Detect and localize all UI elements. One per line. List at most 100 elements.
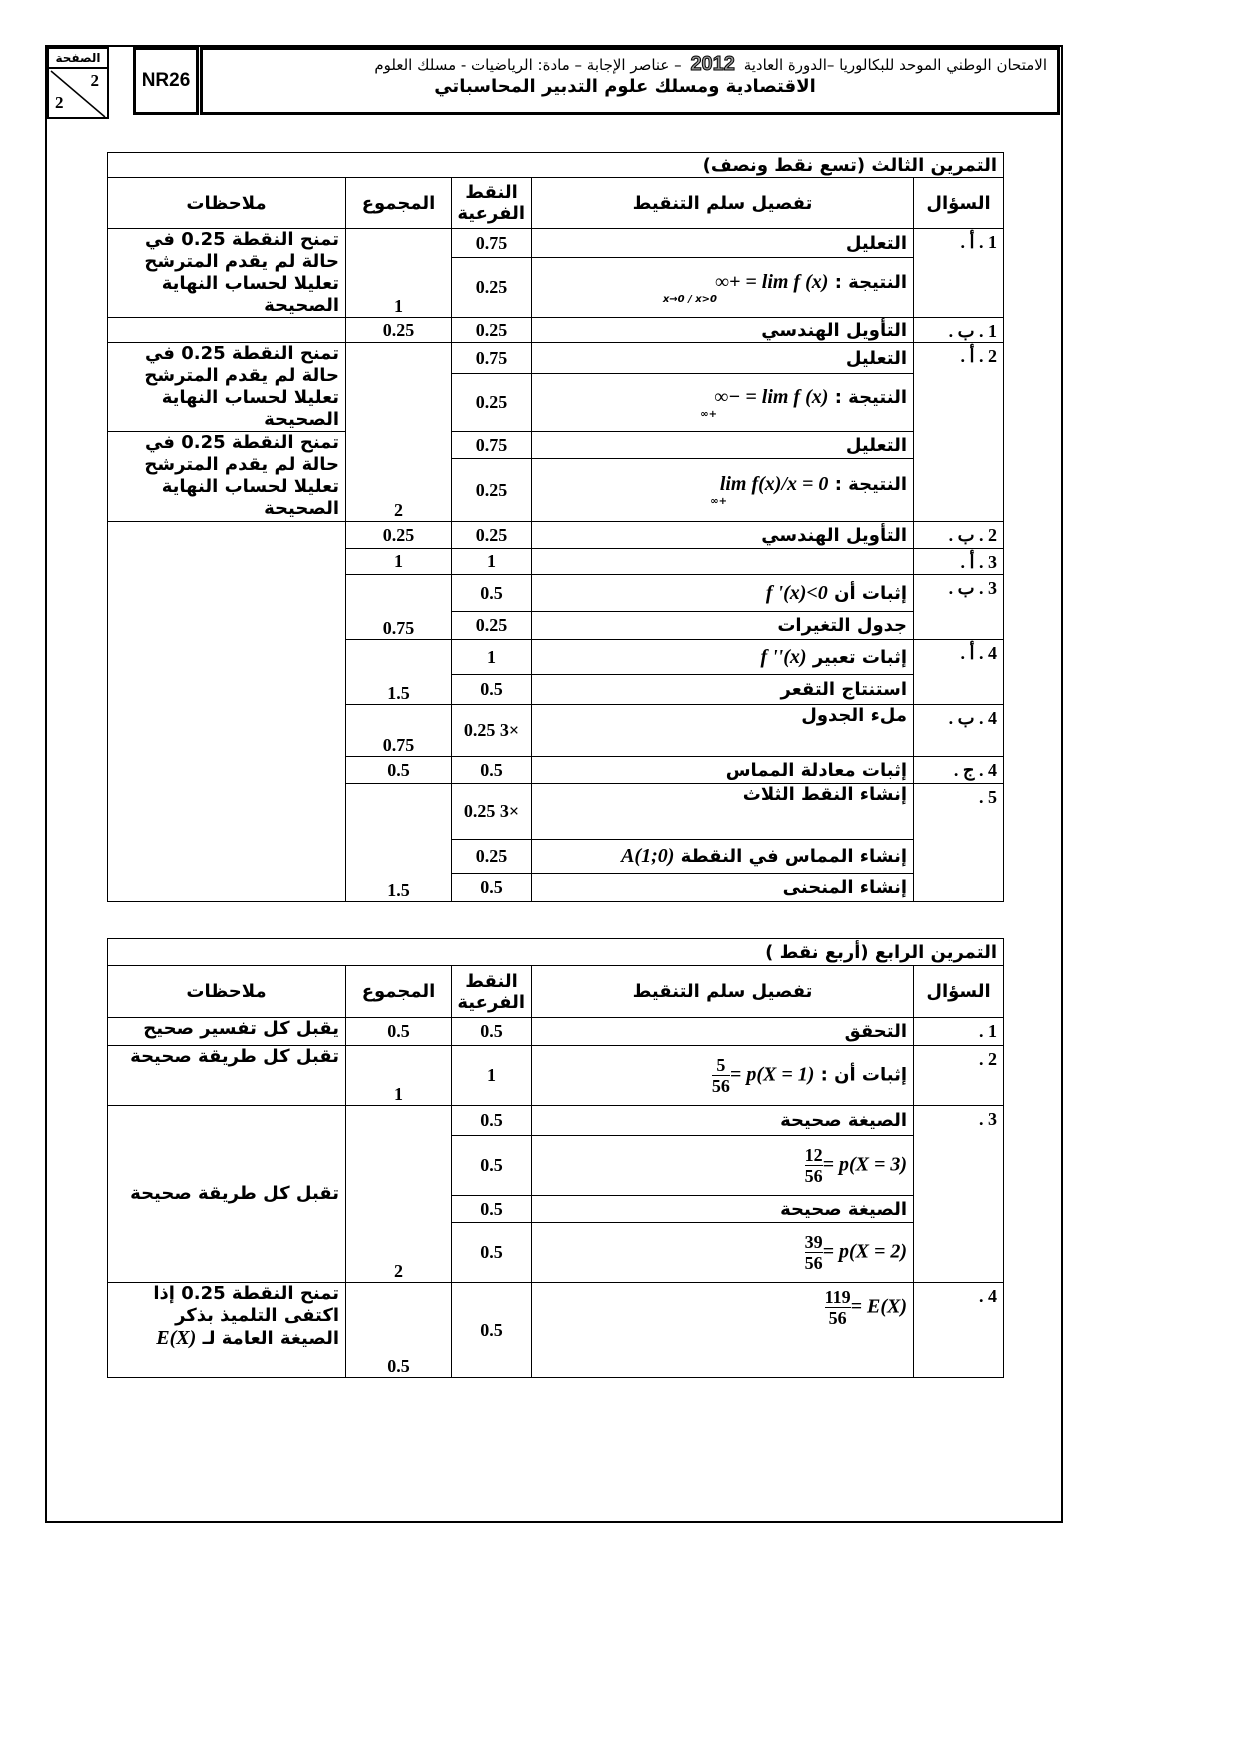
- detail: إثبات أن f '(x)<0: [531, 574, 915, 612]
- exam-header: الامتحان الوطني الموحد للبكالوريا –الدور…: [200, 47, 1060, 115]
- point-formula: A(1;0): [621, 845, 675, 867]
- detail: التعليل: [531, 431, 915, 459]
- derivative-formula: f '(x)<0: [765, 581, 828, 604]
- detail: استنتاج التقعر: [531, 674, 915, 705]
- question-4c: 4 . ج .: [913, 756, 1005, 784]
- question-1a: 1 . أ .: [913, 228, 1005, 318]
- total: 1.5: [345, 639, 453, 705]
- total: 0.5: [345, 1282, 453, 1378]
- total: 0.5: [345, 1017, 453, 1046]
- note: تمنح النقطة 0.25 إذا اكتفى التلميذ بذكر …: [106, 1282, 347, 1378]
- col-total: المجموع: [345, 177, 453, 229]
- note: تمنح النقطة 0.25 في حالة لم يقدم المترشح…: [106, 228, 347, 318]
- col-question: السؤال: [913, 177, 1005, 229]
- question-4b: 4 . ب .: [913, 704, 1005, 757]
- page-number-box: الصفحة 2 2: [47, 47, 109, 119]
- probability-formula: p(X = 1) =: [729, 1063, 815, 1086]
- detail: النتيجة : lim f (x) = +∞ x→0 / x>0: [531, 257, 915, 318]
- sub-points: 0.5: [451, 674, 533, 705]
- fraction: 5 56: [711, 1055, 730, 1096]
- sub-points: 0.25: [451, 373, 533, 432]
- detail: الصيغة صحيحة: [531, 1195, 915, 1223]
- expectation-formula: E(X) =: [850, 1295, 908, 1318]
- exercise-3-table: التمرين الثالث (تسع نقط ونصف) السؤال تفص…: [106, 152, 1005, 902]
- detail: E(X) = 119 56: [531, 1282, 915, 1378]
- sub-points: 0.25: [451, 458, 533, 522]
- total: 0.25: [345, 521, 453, 549]
- question-3a: 3 . أ .: [913, 548, 1005, 575]
- limit-subscript: +∞: [700, 408, 718, 420]
- detail: النتيجة : lim f(x)/x = 0 +∞: [531, 458, 915, 522]
- sub-points: 0.75: [451, 431, 533, 459]
- header-line1a: الامتحان الوطني الموحد للبكالوريا –الدور…: [743, 56, 1047, 74]
- sub-points: 0.5: [451, 756, 533, 784]
- sub-points: 0.75: [451, 227, 533, 259]
- page-label: الصفحة: [49, 49, 107, 69]
- question-2b: 2 . ب .: [913, 521, 1005, 549]
- detail: p(X = 3) = 12 56: [531, 1135, 915, 1196]
- detail: الصيغة صحيحة: [531, 1105, 915, 1136]
- note-empty: [106, 317, 347, 343]
- detail: إثبات معادلة المماس: [531, 756, 915, 784]
- col-total: المجموع: [345, 965, 453, 1018]
- page-total: 2: [55, 93, 64, 112]
- detail: p(X = 2) = 39 56: [531, 1222, 915, 1283]
- exercise-3-title: التمرين الثالث (تسع نقط ونصف): [106, 152, 1005, 178]
- sub-points: 0.25: [451, 521, 533, 549]
- header-line2: الاقتصادية ومسلك علوم التدبير المحاسباتي: [434, 76, 816, 97]
- exercise-4-title: التمرين الرابع (أربع نقط ): [106, 938, 1005, 966]
- total: 1.5: [345, 783, 453, 902]
- header-line1b: – عناصر الإجابة – مادة: الرياضيات - مسلك…: [374, 56, 682, 74]
- col-detail: تفصيل سلم التنقيط: [531, 177, 915, 229]
- sub-points: 0.25: [451, 317, 533, 343]
- total: 2: [345, 342, 453, 522]
- question-2a: 2 . أ .: [913, 342, 1005, 522]
- detail: التأويل الهندسي: [531, 521, 915, 549]
- detail: النتيجة : lim f (x) = −∞ +∞: [531, 373, 915, 432]
- question-5: 5 .: [913, 783, 1005, 902]
- fraction: 119 56: [824, 1287, 851, 1328]
- sub-points: 0.5: [451, 574, 533, 612]
- header-year: 2012: [690, 53, 735, 75]
- diagonal-divider: [50, 70, 106, 118]
- total: 2: [345, 1105, 453, 1283]
- col-notes: ملاحظات: [106, 177, 347, 229]
- limit-formula: lim f (x) = +∞: [714, 270, 829, 293]
- second-derivative-formula: f ''(x): [760, 645, 807, 668]
- sub-points: 0.25: [451, 257, 533, 318]
- total: 0.75: [345, 704, 453, 757]
- note-empty: [106, 521, 347, 902]
- limit-formula: lim f (x) = −∞: [713, 385, 829, 408]
- col-detail: تفصيل سلم التنقيط: [531, 965, 915, 1018]
- sub-points: ×3 0.25: [451, 704, 533, 757]
- question-1: 1 .: [913, 1017, 1005, 1046]
- col-notes: ملاحظات: [106, 965, 347, 1018]
- sub-points: 0.5: [451, 1222, 533, 1283]
- total: 0.75: [345, 574, 453, 640]
- note: تقبل كل طريقة صحيحة: [106, 1045, 347, 1106]
- detail: إثبات تعبير f ''(x): [531, 639, 915, 675]
- question-4: 4 .: [913, 1282, 1005, 1378]
- detail: [531, 548, 915, 575]
- page-number: 2: [90, 71, 100, 90]
- detail: إثبات أن : p(X = 1) = 5 56: [531, 1045, 915, 1106]
- note: تقبل كل طريقة صحيحة: [106, 1105, 347, 1283]
- total: 0.25: [345, 317, 453, 343]
- total: 1: [345, 548, 453, 575]
- note: تمنح النقطة 0.25 في حالة لم يقدم المترشح…: [106, 342, 347, 432]
- sub-points: 0.5: [451, 1017, 533, 1046]
- expectation-symbol: E(X): [156, 1327, 197, 1349]
- col-sub: النقط الفرعية: [451, 965, 533, 1018]
- sub-points: 0.75: [451, 341, 533, 375]
- note: تمنح النقطة 0.25 في حالة لم يقدم المترشح…: [106, 431, 347, 522]
- sub-points: 0.25: [451, 611, 533, 640]
- detail: إنشاء المماس في النقطة A(1;0): [531, 839, 915, 874]
- sub-points: 1: [451, 1045, 533, 1106]
- sub-points: 0.5: [451, 1105, 533, 1136]
- detail: التأويل الهندسي: [531, 317, 915, 343]
- total: 1: [345, 228, 453, 318]
- limit-subscript: +∞: [710, 496, 728, 507]
- detail: إنشاء النقط الثلاث: [531, 783, 915, 840]
- limit-formula: lim f(x)/x = 0: [719, 473, 829, 495]
